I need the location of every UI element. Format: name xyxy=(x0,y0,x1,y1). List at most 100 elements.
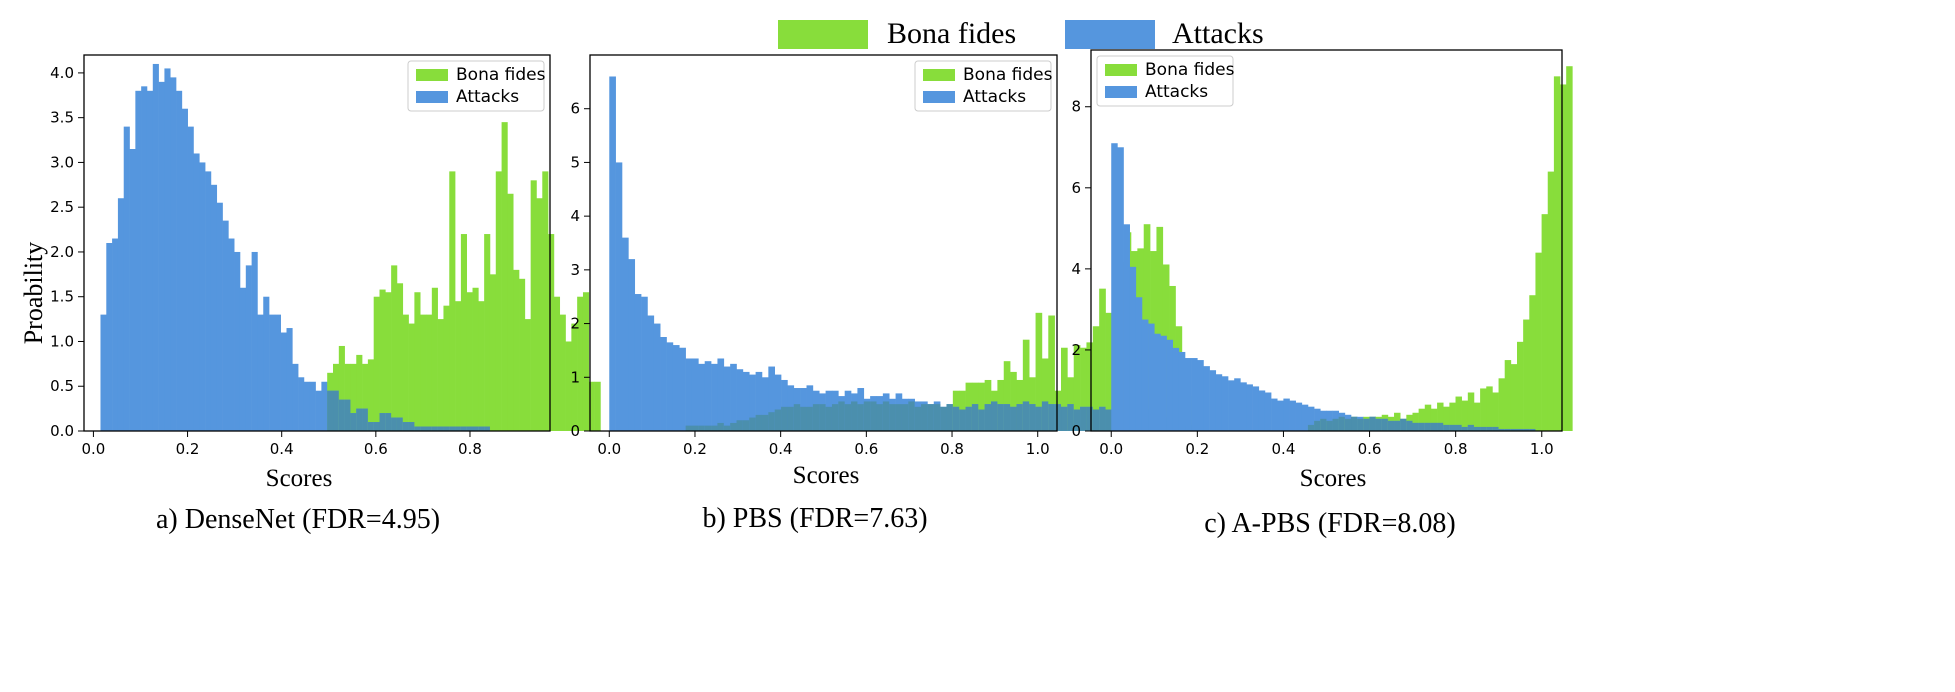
densenet-attacks-bar xyxy=(286,328,293,431)
pbs-overlap-bar xyxy=(908,401,915,431)
densenet-overlap-bar xyxy=(414,426,421,431)
figure-legend: Bona fides Attacks xyxy=(778,17,1264,50)
densenet-overlap-bar xyxy=(391,417,398,431)
a-pbs-attacks-bar xyxy=(1117,147,1124,431)
a-pbs-bona-fides-bar xyxy=(1467,392,1475,431)
densenet-bona-fides-bar xyxy=(391,265,398,431)
densenet-attacks-bar xyxy=(234,251,241,431)
a-pbs-overlap-bar xyxy=(1461,426,1469,431)
densenet-overlap-bar xyxy=(472,426,479,431)
pbs-attacks-bar xyxy=(691,358,699,431)
pbs-bona-fides-bar xyxy=(1003,361,1011,431)
pbs-overlap-bar xyxy=(1092,409,1100,431)
densenet-overlap-bar xyxy=(327,390,334,431)
pbs-overlap-bar xyxy=(755,414,763,431)
densenet-bona-fides-bar xyxy=(571,323,578,431)
densenet-attacks-bar xyxy=(129,149,136,431)
densenet-attacks-bar xyxy=(117,198,125,431)
pbs-attacks-bar xyxy=(628,259,636,431)
pbs-overlap-bar xyxy=(1010,406,1017,431)
densenet-attacks-bar xyxy=(315,390,322,431)
pbs-overlap-bar xyxy=(1105,409,1113,431)
a-pbs-overlap-bar xyxy=(1357,418,1364,431)
densenet-attacks-bar xyxy=(303,381,311,431)
densenet-attacks-bar xyxy=(239,287,247,431)
figure-legend-label-bona-fides: Bona fides xyxy=(887,17,1016,50)
pbs-overlap-bar xyxy=(1086,406,1094,431)
densenet-overlap-bar xyxy=(449,426,456,431)
pbs-ytick-label: 5 xyxy=(570,153,580,171)
a-pbs-attacks-bar xyxy=(1209,370,1217,431)
densenet-bona-fides-bar xyxy=(408,323,415,431)
densenet-attacks-bar xyxy=(210,184,218,431)
pbs-ytick-label: 1 xyxy=(570,368,580,386)
a-pbs-attacks-bar xyxy=(1252,386,1260,431)
pbs-overlap-bar xyxy=(844,404,852,431)
pbs-overlap-bar xyxy=(851,401,858,431)
pbs-bona-fides-bar xyxy=(1022,339,1030,431)
a-pbs-overlap-bar xyxy=(1314,420,1321,431)
a-pbs-overlap-bar xyxy=(1437,422,1444,431)
densenet-bona-fides-bar xyxy=(553,296,561,431)
a-pbs-overlap-bar xyxy=(1523,428,1530,431)
densenet-attacks-bar xyxy=(158,81,165,431)
pbs-bona-fides-bar xyxy=(1048,315,1055,431)
pbs-overlap-bar xyxy=(895,404,903,431)
densenet-xtick-label: 0.4 xyxy=(270,440,294,458)
a-pbs-ytick-label: 0 xyxy=(1071,422,1081,440)
a-pbs-overlap-bar xyxy=(1473,426,1481,431)
figure-legend-swatch-attacks xyxy=(1065,20,1155,49)
pbs-attacks-bar xyxy=(761,377,769,431)
pbs-overlap-bar xyxy=(1029,404,1036,431)
pbs-bona-fides-bar xyxy=(1041,358,1049,431)
a-pbs-overlap-bar xyxy=(1326,420,1333,431)
pbs-overlap-bar xyxy=(742,420,750,431)
a-pbs-attacks-bar xyxy=(1314,408,1321,431)
pbs-ytick-label: 3 xyxy=(570,261,580,279)
a-pbs-overlap-bar xyxy=(1443,424,1450,431)
panel-densenet: 0.0 0.2 0.4 0.6 0.8 0.0 0.5 1.0 1.5 2.0 2.5 3.0 3.5… xyxy=(50,54,601,535)
pbs-overlap-bar xyxy=(825,406,833,431)
panel-densenet-x-axis-label: Scores xyxy=(266,465,333,492)
densenet-bona-fides-bar xyxy=(530,180,537,431)
a-pbs-attacks-bar xyxy=(1283,398,1290,431)
a-pbs-bona-fides-bar xyxy=(1541,214,1549,431)
pbs-overlap-bar xyxy=(1080,406,1087,431)
pbs-bona-fides-bar xyxy=(1156,226,1164,431)
a-pbs-bona-fides-bar xyxy=(1430,408,1438,431)
pbs-overlap-bar xyxy=(863,401,871,431)
pbs-overlap-bar xyxy=(711,425,718,431)
densenet-attacks-bar xyxy=(309,381,316,431)
a-pbs-attacks-bar xyxy=(1301,404,1309,431)
pbs-bona-fides-bar xyxy=(1092,326,1100,431)
a-pbs-bona-fides-bar xyxy=(1510,364,1518,431)
panel-densenet-legend-label-attacks: Attacks xyxy=(456,87,519,107)
a-pbs-overlap-bar xyxy=(1394,420,1401,431)
pbs-attacks-bar xyxy=(653,323,661,431)
a-pbs-xtick-label: 0.0 xyxy=(1099,440,1123,458)
a-pbs-overlap-bar xyxy=(1406,420,1413,431)
densenet-bona-fides-bar xyxy=(548,234,555,431)
densenet-ytick-label: 3.5 xyxy=(50,109,74,127)
pbs-attacks-bar xyxy=(781,379,788,431)
a-pbs-bona-fides-bar xyxy=(1424,404,1432,431)
pbs-overlap-bar xyxy=(831,404,839,431)
pbs-ytick-label: 2 xyxy=(570,315,580,333)
panel-a-pbs-frame xyxy=(1090,49,1563,432)
pbs-overlap-bar xyxy=(882,401,890,431)
a-pbs-attacks-bar xyxy=(1240,382,1247,431)
a-pbs-bona-fides-bar xyxy=(1412,412,1419,431)
densenet-attacks-bar xyxy=(193,153,200,431)
densenet-bona-fides-bar xyxy=(414,292,421,431)
pbs-attacks-bar xyxy=(666,342,674,431)
a-pbs-bona-fides-bar xyxy=(1517,341,1524,431)
densenet-overlap-bar xyxy=(437,426,444,431)
densenet-attacks-bar xyxy=(152,63,159,431)
a-pbs-attacks-bar xyxy=(1271,398,1278,431)
a-pbs-bona-fides-bar xyxy=(1443,406,1450,431)
pbs-bona-fides-bar xyxy=(1099,288,1106,431)
panel-a-pbs-legend-label-attacks: Attacks xyxy=(1145,82,1208,102)
densenet-bona-fides-bar xyxy=(501,122,508,432)
densenet-attacks-bar xyxy=(170,77,177,431)
pbs-overlap-bar xyxy=(901,404,909,431)
